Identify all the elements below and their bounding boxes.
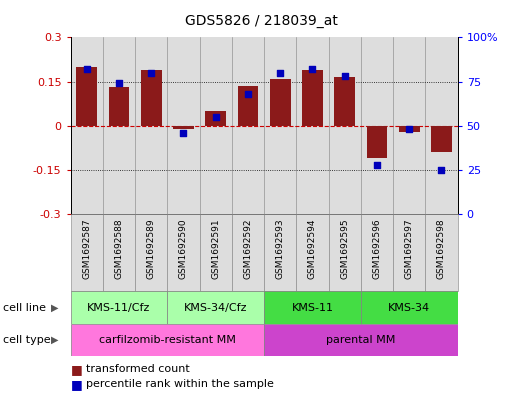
Bar <box>135 214 167 291</box>
Bar <box>328 37 361 214</box>
Bar <box>167 214 200 291</box>
Bar <box>264 324 458 356</box>
Text: GSM1692587: GSM1692587 <box>82 218 91 279</box>
Point <box>340 73 349 79</box>
Bar <box>141 70 162 126</box>
Bar <box>200 214 232 291</box>
Text: carfilzomib-resistant MM: carfilzomib-resistant MM <box>99 335 236 345</box>
Text: GSM1692592: GSM1692592 <box>244 218 253 279</box>
Bar <box>302 70 323 126</box>
Text: ▶: ▶ <box>51 335 59 345</box>
Text: KMS-34/Cfz: KMS-34/Cfz <box>184 303 247 312</box>
Bar <box>393 37 425 214</box>
Bar <box>425 37 458 214</box>
Text: GSM1692590: GSM1692590 <box>179 218 188 279</box>
Text: KMS-11/Cfz: KMS-11/Cfz <box>87 303 151 312</box>
Point <box>276 70 285 76</box>
Text: ■: ■ <box>71 363 82 376</box>
Point <box>405 126 413 132</box>
Point <box>211 114 220 120</box>
Text: GDS5826 / 218039_at: GDS5826 / 218039_at <box>185 14 338 28</box>
Bar <box>135 37 167 214</box>
Text: transformed count: transformed count <box>86 364 190 375</box>
Bar <box>361 291 458 324</box>
Bar <box>232 37 264 214</box>
Point <box>115 80 123 86</box>
Bar <box>103 214 135 291</box>
Bar <box>71 37 103 214</box>
Point <box>373 162 381 168</box>
Bar <box>361 214 393 291</box>
Bar <box>367 126 388 158</box>
Bar <box>103 37 135 214</box>
Text: cell type: cell type <box>3 335 50 345</box>
Bar <box>108 87 130 126</box>
Bar <box>167 37 200 214</box>
Point <box>437 167 446 173</box>
Bar <box>297 37 328 214</box>
Bar <box>264 291 361 324</box>
Bar <box>425 214 458 291</box>
Bar <box>431 126 452 152</box>
Bar <box>393 214 425 291</box>
Bar <box>71 214 103 291</box>
Text: GSM1692597: GSM1692597 <box>405 218 414 279</box>
Point <box>244 91 252 97</box>
Bar <box>297 214 328 291</box>
Text: cell line: cell line <box>3 303 46 312</box>
Text: GSM1692598: GSM1692598 <box>437 218 446 279</box>
Bar <box>334 77 355 126</box>
Text: KMS-34: KMS-34 <box>388 303 430 312</box>
Bar <box>237 86 258 126</box>
Bar <box>361 37 393 214</box>
Point <box>147 70 155 76</box>
Text: ▶: ▶ <box>51 303 59 312</box>
Bar <box>328 214 361 291</box>
Text: GSM1692591: GSM1692591 <box>211 218 220 279</box>
Text: parental MM: parental MM <box>326 335 395 345</box>
Text: GSM1692588: GSM1692588 <box>115 218 123 279</box>
Text: GSM1692593: GSM1692593 <box>276 218 285 279</box>
Bar <box>76 67 97 126</box>
Bar <box>270 79 291 126</box>
Point <box>83 66 91 72</box>
Text: GSM1692595: GSM1692595 <box>340 218 349 279</box>
Text: percentile rank within the sample: percentile rank within the sample <box>86 379 274 389</box>
Bar <box>232 214 264 291</box>
Bar <box>173 126 194 129</box>
Bar <box>399 126 420 132</box>
Bar <box>71 324 264 356</box>
Bar <box>205 111 226 126</box>
Text: ■: ■ <box>71 378 82 391</box>
Text: GSM1692594: GSM1692594 <box>308 218 317 279</box>
Text: GSM1692589: GSM1692589 <box>147 218 156 279</box>
Bar <box>167 291 264 324</box>
Text: GSM1692596: GSM1692596 <box>372 218 381 279</box>
Bar <box>71 291 167 324</box>
Point <box>179 130 188 136</box>
Bar <box>264 214 297 291</box>
Text: KMS-11: KMS-11 <box>291 303 334 312</box>
Point <box>309 66 317 72</box>
Bar <box>200 37 232 214</box>
Bar <box>264 37 297 214</box>
